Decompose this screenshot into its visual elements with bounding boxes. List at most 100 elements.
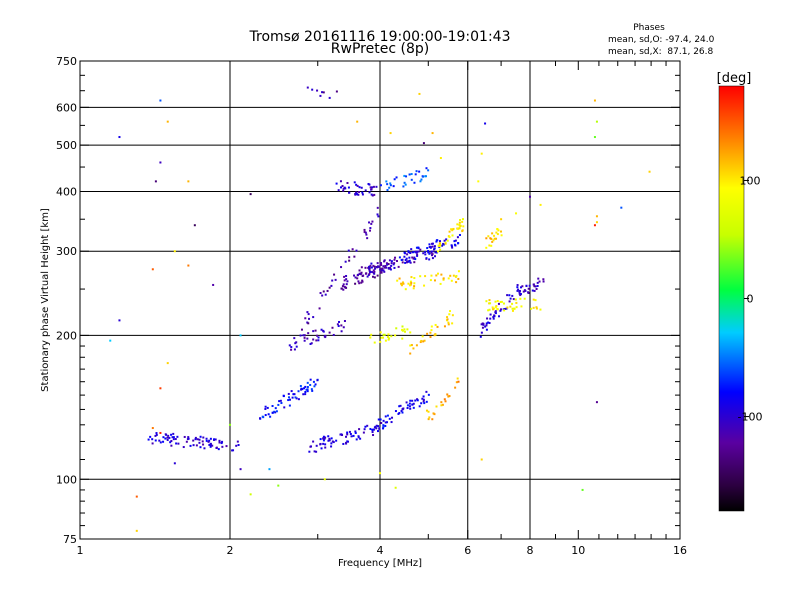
data-point	[315, 339, 318, 342]
data-point	[456, 223, 459, 226]
data-point	[287, 399, 290, 402]
data-point	[369, 427, 372, 430]
data-point	[462, 225, 465, 228]
data-point	[368, 191, 371, 194]
data-point	[355, 249, 358, 252]
data-point	[368, 272, 371, 275]
data-point	[485, 328, 488, 331]
data-point	[195, 444, 198, 447]
data-point	[328, 437, 331, 440]
data-point	[337, 189, 340, 192]
data-point	[409, 251, 412, 254]
data-point	[361, 279, 364, 282]
data-point	[426, 247, 429, 250]
data-point	[479, 335, 482, 338]
data-point	[271, 411, 274, 414]
data-point	[304, 393, 307, 396]
data-point	[366, 275, 369, 278]
data-point	[379, 268, 382, 271]
data-point	[404, 258, 407, 261]
data-point	[360, 281, 363, 284]
data-point	[397, 265, 400, 268]
data-point	[494, 300, 497, 303]
data-point	[304, 385, 307, 388]
data-point	[368, 221, 371, 224]
data-point	[300, 328, 303, 331]
data-point	[345, 274, 348, 277]
data-point	[394, 486, 397, 489]
data-point	[314, 329, 317, 332]
data-point	[354, 282, 357, 285]
data-point	[382, 333, 385, 336]
data-point	[485, 322, 488, 325]
data-point	[482, 323, 485, 326]
data-point	[330, 437, 333, 440]
data-point	[312, 316, 315, 319]
data-point	[209, 445, 212, 448]
data-point	[376, 262, 379, 265]
data-point	[232, 449, 235, 452]
data-point	[385, 266, 388, 269]
data-point	[358, 269, 361, 272]
data-point	[174, 438, 177, 441]
data-point	[372, 264, 375, 267]
data-point	[355, 183, 358, 186]
data-point	[481, 322, 484, 325]
data-point	[391, 416, 394, 419]
data-point	[380, 269, 383, 272]
data-point	[320, 328, 323, 331]
data-point	[356, 193, 359, 196]
data-point	[406, 260, 409, 263]
data-point	[353, 255, 356, 258]
data-point	[402, 282, 405, 285]
data-point	[159, 387, 162, 390]
data-point	[307, 322, 310, 325]
data-point	[170, 440, 173, 443]
data-point	[492, 239, 495, 242]
data-point	[535, 307, 538, 310]
data-point	[308, 450, 311, 453]
data-point	[401, 261, 404, 264]
data-point	[496, 228, 499, 231]
data-point	[439, 282, 442, 285]
data-point	[373, 272, 376, 275]
data-point	[354, 430, 357, 433]
data-point	[356, 184, 359, 187]
data-point	[371, 194, 374, 197]
data-point	[430, 329, 433, 332]
data-point	[351, 248, 354, 251]
data-point	[369, 186, 372, 189]
data-point	[370, 333, 373, 336]
data-point	[406, 404, 409, 407]
data-point	[166, 362, 169, 365]
data-point	[527, 287, 530, 290]
data-point	[322, 330, 325, 333]
data-point	[449, 274, 452, 277]
data-point	[542, 280, 545, 283]
data-point	[361, 193, 364, 196]
data-point	[362, 431, 365, 434]
data-point	[422, 398, 425, 401]
data-point	[364, 231, 367, 234]
data-point	[497, 229, 500, 232]
data-point	[364, 266, 367, 269]
data-point	[319, 94, 322, 97]
data-point	[361, 280, 364, 283]
data-point	[283, 406, 286, 409]
grid-lines	[80, 61, 680, 539]
data-point	[450, 279, 453, 282]
data-point	[360, 266, 363, 269]
data-point	[500, 300, 503, 303]
data-point	[400, 282, 403, 285]
data-point	[388, 417, 391, 420]
data-point	[198, 438, 201, 441]
data-point	[461, 229, 464, 232]
data-point	[335, 182, 338, 185]
data-point	[480, 458, 483, 461]
data-point	[518, 292, 521, 295]
data-point	[406, 253, 409, 256]
data-point	[337, 325, 340, 328]
data-point	[493, 237, 496, 240]
data-point	[340, 324, 343, 327]
data-point	[485, 237, 488, 240]
